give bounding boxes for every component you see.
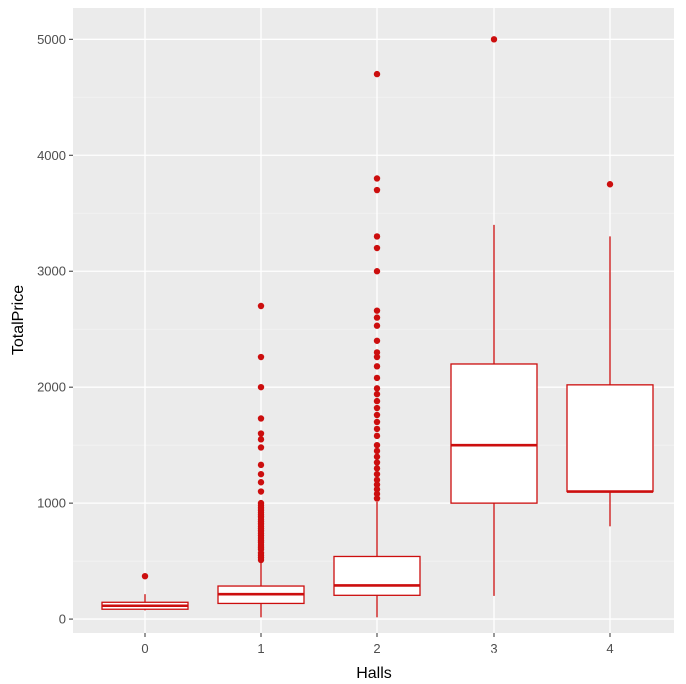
outlier-point bbox=[373, 397, 381, 405]
boxes-group bbox=[101, 36, 654, 618]
outlier-point bbox=[257, 383, 265, 391]
outlier-point bbox=[373, 363, 381, 370]
outlier-point bbox=[490, 36, 498, 43]
box-iqr bbox=[450, 363, 538, 504]
outlier-point bbox=[373, 244, 381, 252]
y-tick-label: 3000 bbox=[37, 264, 66, 279]
box-2 bbox=[333, 70, 421, 618]
outlier-point bbox=[257, 444, 265, 451]
y-tick-label: 4000 bbox=[37, 148, 66, 163]
outlier-point bbox=[257, 353, 265, 361]
x-tick-label: 1 bbox=[257, 641, 264, 656]
box-3 bbox=[450, 36, 538, 596]
y-axis-title: TotalPrice bbox=[10, 285, 27, 355]
x-tick-label: 2 bbox=[373, 641, 380, 656]
x-tick-label: 4 bbox=[606, 641, 613, 656]
box-iqr bbox=[333, 555, 421, 596]
outlier-point bbox=[257, 461, 265, 469]
watermark-text: 云栖社区 yq.aliyun.com bbox=[472, 650, 676, 671]
outlier-point bbox=[373, 186, 381, 194]
outlier-point bbox=[373, 490, 381, 498]
outlier-point bbox=[373, 441, 381, 449]
outlier-point bbox=[257, 499, 265, 507]
y-tick-label: 2000 bbox=[37, 380, 66, 395]
outlier-point bbox=[373, 453, 381, 460]
outlier-point bbox=[373, 481, 381, 488]
outlier-point bbox=[373, 476, 381, 484]
outlier-point bbox=[373, 374, 381, 382]
outlier-point bbox=[257, 488, 265, 495]
outlier-point bbox=[373, 353, 381, 361]
outlier-point bbox=[373, 175, 381, 182]
outlier-point bbox=[373, 486, 381, 493]
x-axis-ticks: 0 1 2 3 4 bbox=[141, 633, 614, 656]
outlier-point bbox=[373, 307, 381, 314]
outlier-point bbox=[257, 479, 265, 486]
y-tick-label: 5000 bbox=[37, 32, 66, 47]
outlier-point bbox=[373, 314, 381, 321]
outlier-point bbox=[373, 425, 381, 433]
outlier-point bbox=[257, 436, 265, 443]
outlier-point bbox=[373, 470, 381, 478]
outlier-point bbox=[257, 430, 265, 437]
outlier-point bbox=[373, 322, 381, 329]
outlier-point bbox=[373, 404, 381, 412]
outlier-point bbox=[373, 390, 381, 398]
x-tick-label: 3 bbox=[490, 641, 497, 656]
outlier-point bbox=[373, 233, 381, 240]
outlier-point bbox=[373, 268, 381, 275]
outlier-point bbox=[373, 418, 381, 426]
outlier-point bbox=[373, 465, 381, 472]
outlier-point bbox=[373, 432, 381, 440]
outlier-point bbox=[257, 470, 265, 478]
plot-panel bbox=[73, 8, 674, 633]
outlier-point bbox=[373, 459, 381, 466]
outlier-point bbox=[373, 411, 381, 419]
outlier-point bbox=[373, 349, 381, 356]
outlier-point bbox=[373, 70, 381, 78]
outlier-point bbox=[141, 572, 149, 580]
outlier-point bbox=[373, 337, 381, 344]
y-tick-label: 1000 bbox=[37, 496, 66, 511]
x-axis-title: Halls bbox=[356, 665, 392, 682]
outlier-point bbox=[257, 415, 265, 422]
outlier-point bbox=[606, 181, 614, 188]
box-1 bbox=[217, 302, 305, 618]
box-0 bbox=[101, 572, 189, 611]
outlier-point bbox=[373, 447, 381, 455]
y-axis-ticks: 0 1000 2000 3000 4000 5000 bbox=[37, 32, 73, 627]
box-4 bbox=[566, 181, 654, 527]
x-tick-label: 0 bbox=[141, 641, 148, 656]
outlier-point bbox=[373, 385, 381, 392]
y-tick-label: 0 bbox=[59, 612, 66, 627]
outlier-point bbox=[257, 302, 265, 310]
box-iqr bbox=[566, 384, 654, 493]
outlier-point bbox=[373, 495, 381, 502]
